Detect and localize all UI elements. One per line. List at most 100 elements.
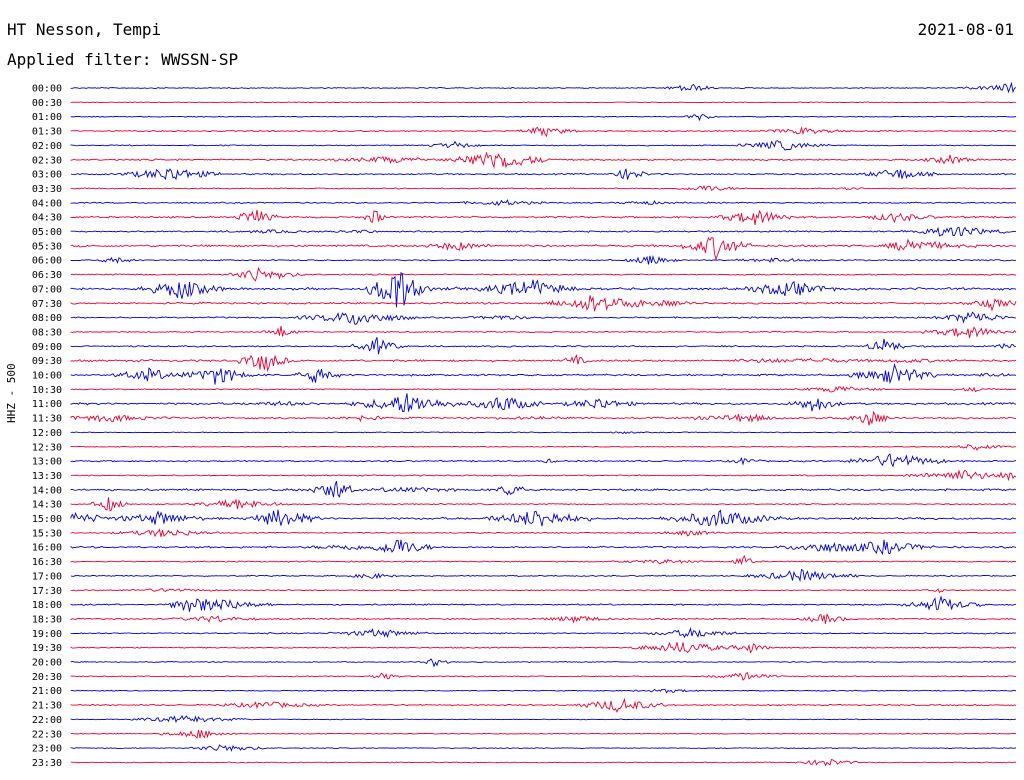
trace-line-1200 — [70, 431, 1017, 435]
trace-line-1730 — [70, 588, 1017, 594]
trace-line-0200 — [70, 140, 1016, 151]
time-tick-label: 10:30 — [32, 385, 62, 396]
trace-line-2230 — [70, 730, 1017, 739]
trace-line-0500 — [70, 226, 1017, 237]
trace-line-0600 — [70, 254, 1017, 265]
time-tick-label: 15:00 — [32, 514, 62, 525]
time-tick-label: 11:30 — [32, 414, 62, 425]
time-tick-label: 02:30 — [32, 155, 62, 166]
trace-line-0830 — [70, 325, 1017, 339]
time-tick-label: 02:00 — [32, 141, 62, 152]
trace-line-0130 — [70, 126, 1017, 138]
time-tick-label: 21:30 — [32, 701, 62, 712]
time-tick-label: 00:30 — [32, 98, 62, 109]
trace-line-1030 — [70, 386, 1017, 393]
time-tick-label: 04:00 — [32, 198, 62, 209]
time-tick-label: 07:30 — [32, 299, 62, 310]
time-tick-label: 14:00 — [32, 485, 62, 496]
time-tick-label: 15:30 — [32, 528, 62, 539]
trace-line-0230 — [70, 151, 1017, 169]
time-tick-label: 23:00 — [32, 744, 62, 755]
time-tick-label: 12:00 — [32, 428, 62, 439]
time-tick-label: 23:30 — [32, 758, 62, 769]
trace-line-0100 — [70, 114, 1017, 122]
trace-line-0700 — [70, 271, 1017, 308]
trace-line-2030 — [70, 672, 1017, 681]
trace-line-0730 — [70, 295, 1017, 312]
time-tick-label: 07:00 — [32, 284, 62, 295]
time-tick-label: 01:00 — [32, 112, 62, 123]
station-title: HT Nesson, Tempi — [7, 20, 162, 39]
time-tick-label: 13:00 — [32, 457, 62, 468]
time-tick-label: 16:00 — [32, 543, 62, 554]
time-tick-label: 05:00 — [32, 227, 62, 238]
time-tick-label: 09:30 — [32, 356, 62, 367]
trace-line-0930 — [70, 354, 1017, 372]
trace-line-1600 — [70, 539, 1017, 556]
time-tick-label: 18:30 — [32, 614, 62, 625]
trace-line-1000 — [70, 362, 1017, 385]
time-tick-label: 16:30 — [32, 557, 62, 568]
time-tick-label: 01:30 — [32, 127, 62, 138]
time-tick-label: 08:00 — [32, 313, 62, 324]
trace-line-2100 — [70, 688, 1017, 694]
trace-line-0400 — [70, 199, 1017, 207]
time-tick-label: 04:30 — [32, 213, 62, 224]
time-tick-label: 06:00 — [32, 256, 62, 267]
trace-line-1700 — [70, 568, 1017, 583]
time-tick-label: 06:30 — [32, 270, 62, 281]
trace-line-1500 — [70, 509, 1017, 527]
time-tick-label: 05:30 — [32, 241, 62, 252]
time-tick-label: 03:30 — [32, 184, 62, 195]
date-label: 2021-08-01 — [917, 20, 1014, 39]
time-tick-label: 09:00 — [32, 342, 62, 353]
trace-line-1330 — [70, 469, 1017, 482]
time-tick-label: 03:00 — [32, 170, 62, 181]
trace-line-0000 — [70, 81, 1017, 94]
time-tick-label: 19:30 — [32, 643, 62, 654]
trace-line-2200 — [70, 715, 1017, 723]
trace-line-1130 — [70, 410, 1017, 426]
time-tick-label: 14:30 — [32, 500, 62, 511]
trace-line-2300 — [70, 744, 1017, 752]
time-tick-label: 12:30 — [32, 442, 62, 453]
time-tick-label: 10:00 — [32, 371, 62, 382]
trace-line-0900 — [70, 337, 1017, 355]
time-tick-label: 20:30 — [32, 672, 62, 683]
time-tick-label: 17:00 — [32, 571, 62, 582]
time-tick-label: 08:30 — [32, 327, 62, 338]
trace-line-2330 — [70, 758, 1017, 767]
trace-line-0530 — [70, 236, 1017, 261]
time-tick-label: 17:30 — [32, 586, 62, 597]
trace-line-0630 — [70, 266, 1017, 282]
time-tick-label: 20:00 — [32, 658, 62, 669]
trace-line-1100 — [70, 393, 1017, 412]
trace-line-2130 — [70, 697, 1017, 714]
trace-line-1530 — [70, 528, 1017, 538]
time-tick-label: 22:00 — [32, 715, 62, 726]
time-tick-label: 19:00 — [32, 629, 62, 640]
time-tick-label: 13:30 — [32, 471, 62, 482]
trace-line-1400 — [70, 481, 1017, 498]
trace-line-0800 — [70, 311, 1017, 326]
trace-line-2000 — [70, 658, 1017, 668]
filter-subtitle: Applied filter: WWSSN-SP — [7, 50, 239, 69]
trace-line-0300 — [70, 168, 1017, 181]
trace-line-1630 — [70, 554, 1017, 566]
trace-line-1230 — [70, 443, 1017, 451]
trace-line-1900 — [70, 626, 1016, 639]
trace-line-0330 — [70, 185, 1016, 192]
trace-line-1800 — [70, 595, 1017, 612]
time-tick-label: 22:30 — [32, 729, 62, 740]
time-tick-label: 18:00 — [32, 600, 62, 611]
time-tick-label: 11:00 — [32, 399, 62, 410]
trace-line-0430 — [70, 209, 1017, 226]
trace-line-1930 — [70, 641, 1017, 654]
trace-line-1830 — [70, 613, 1017, 624]
trace-line-1300 — [70, 453, 1017, 468]
trace-line-0030 — [70, 101, 1016, 104]
time-tick-label: 00:00 — [32, 84, 62, 95]
time-tick-label: 21:00 — [32, 686, 62, 697]
trace-line-1430 — [70, 497, 1017, 512]
